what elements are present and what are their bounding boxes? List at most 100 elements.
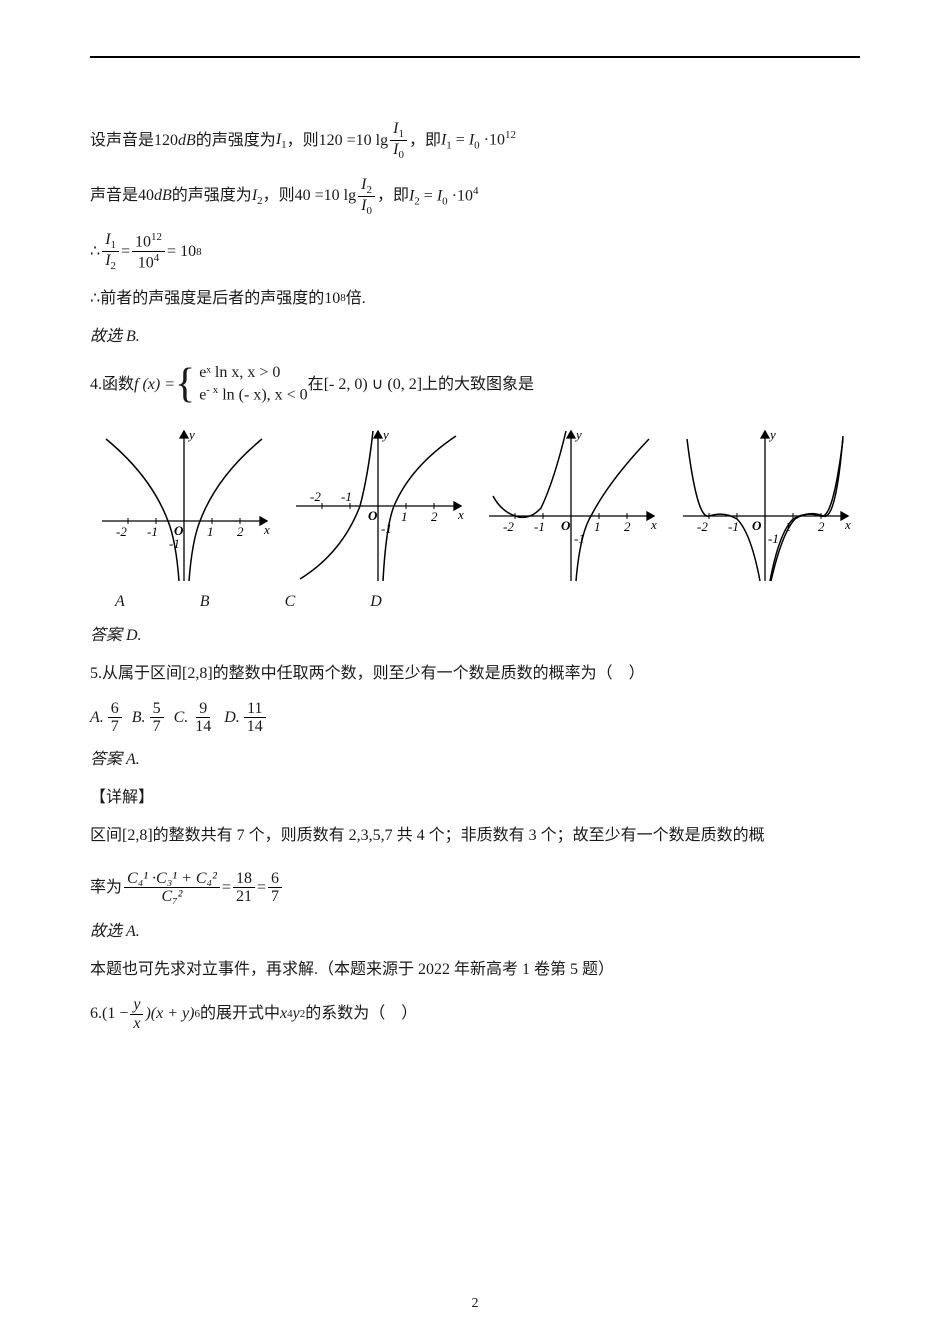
text: 倍. <box>346 287 366 311</box>
unit-db: dB <box>178 129 196 153</box>
eq: 120 =10 lg <box>319 129 388 153</box>
svg-text:2: 2 <box>431 509 438 524</box>
page-number: 2 <box>0 1293 950 1314</box>
prefix: 率为 <box>90 876 122 900</box>
page-content: 设声音是120 dB 的声强度为 I1 ，则 120 =10 lg I1 I0 … <box>90 60 860 1032</box>
rhs: I1 = I0 ·1012 <box>441 127 516 154</box>
svg-text:-1: -1 <box>728 519 739 534</box>
svg-text:1: 1 <box>401 509 408 524</box>
fraction-I1-I2: I1 I2 <box>102 231 119 273</box>
y: y <box>293 1002 300 1026</box>
svg-text:x: x <box>263 522 270 537</box>
text: 的声强度为 <box>196 129 276 153</box>
svg-text:y: y <box>187 427 195 442</box>
text: ，则 <box>263 184 295 208</box>
label-b: B <box>200 590 210 614</box>
cases-brace: { eˣ ln x, x > 0 e- x ln (- x), x < 0 <box>175 363 308 407</box>
therefore-sym: ∴ <box>90 287 100 311</box>
mid: 在 <box>308 373 324 397</box>
graphs-row: -2 -1 O 1 2 y x -1 <box>90 421 860 586</box>
text: ，即 <box>377 184 409 208</box>
text: 的声强度为 <box>172 184 252 208</box>
svg-text:2: 2 <box>624 519 631 534</box>
eq: = 10 <box>167 240 196 264</box>
poly: )(x + y) <box>145 1002 194 1026</box>
text: 声音是 <box>90 184 138 208</box>
final-sup: 8 <box>196 244 202 261</box>
unit-db: dB <box>154 184 172 208</box>
svg-text:1: 1 <box>594 519 601 534</box>
svg-text:O: O <box>368 508 378 523</box>
answer-b: 故选 B. <box>90 325 140 349</box>
eq: = <box>121 240 130 264</box>
text: 设声音是120 <box>90 129 178 153</box>
svg-text:y: y <box>768 427 776 442</box>
detail-header: 【详解】 <box>90 786 860 810</box>
q4-prefix: 4.函数 <box>90 373 134 397</box>
detail-3: 故选 A. <box>90 920 860 944</box>
line-2: 声音是 40 dB 的声强度为 I2 ，则 40 =10 lg I2 I0 ，即… <box>90 176 860 218</box>
q6-prefix: 6. <box>90 1002 102 1026</box>
label-a: A <box>115 590 125 614</box>
svg-text:O: O <box>752 518 762 533</box>
q5-stem: 5.从属于区间[2,8]的整数中任取两个数，则至少有一个数是质数的概率为（ ） <box>90 662 860 686</box>
detail-4: 本题也可先求对立事件，再求解.（本题来源于 2022 年新高考 1 卷第 5 题… <box>90 958 860 982</box>
svg-text:-2: -2 <box>503 519 514 534</box>
graph-d: -2-1 O 12 yx -1 <box>671 421 861 586</box>
suffix: 上的大致图象是 <box>422 373 534 397</box>
svg-text:-1: -1 <box>768 531 779 546</box>
svg-text:-1: -1 <box>341 489 352 504</box>
svg-text:-2: -2 <box>697 519 708 534</box>
option-d: D. 1114 <box>224 700 268 736</box>
rhs: I2 = I0 ·104 <box>409 183 479 210</box>
fraction-6-7: 6 7 <box>268 870 282 906</box>
svg-text:-2: -2 <box>116 524 127 539</box>
svg-text:y: y <box>574 427 582 442</box>
fx: f (x) = <box>134 373 175 397</box>
line-1: 设声音是120 dB 的声强度为 I1 ，则 120 =10 lg I1 I0 … <box>90 120 860 162</box>
svg-text:-2: -2 <box>310 489 321 504</box>
detail-2: 率为 C₄¹ ·C₃¹ + C₄² C₇² = 18 21 = 6 7 <box>90 870 860 906</box>
val: 40 <box>138 184 154 208</box>
svg-text:x: x <box>457 507 464 522</box>
text: ，即 <box>409 129 441 153</box>
fraction-18-21: 18 21 <box>233 870 255 906</box>
graph-b: -2-1 O 12 yx -1 <box>284 421 474 586</box>
eq: 40 =10 lg <box>295 184 356 208</box>
var-I1: I1 <box>276 128 287 154</box>
fraction-comb: C₄¹ ·C₃¹ + C₄² C₇² <box>124 870 220 906</box>
fraction-I2-I0: I2 I0 <box>358 176 375 218</box>
case-2: e- x ln (- x), x < 0 <box>199 383 307 406</box>
therefore-sym: ∴ <box>90 240 100 264</box>
q6-stem: 6. (1 − y x )(x + y)6 的展开式中 x4 y2 的系数为（ … <box>90 996 860 1032</box>
t2: 的展开式中 <box>200 1002 280 1026</box>
fraction-I1-I0: I1 I0 <box>390 120 407 162</box>
case-1: eˣ ln x, x > 0 <box>199 363 307 384</box>
var-I2: I2 <box>252 184 263 210</box>
text: ，则 <box>287 129 319 153</box>
svg-text:-1: -1 <box>534 519 545 534</box>
option-a: A. 67 <box>90 700 124 736</box>
detail-1: 区间[2,8]的整数共有 7 个，则质数有 2,3,5,7 共 4 个；非质数有… <box>90 824 860 848</box>
option-b: B. 57 <box>132 700 166 736</box>
option-c: C. 914 <box>174 700 217 736</box>
q4-stem: 4.函数 f (x) = { eˣ ln x, x > 0 e- x ln (-… <box>90 363 860 407</box>
svg-text:1: 1 <box>207 524 214 539</box>
q4-answer: 答案 D. <box>90 624 860 648</box>
label-c: C <box>285 590 296 614</box>
svg-text:O: O <box>561 518 571 533</box>
top-rule <box>90 56 860 58</box>
svg-text:x: x <box>844 517 851 532</box>
fraction-y-x: y x <box>130 996 143 1032</box>
graph-labels: A B C D <box>90 590 860 614</box>
ten: 10 <box>324 287 340 311</box>
svg-text:2: 2 <box>818 519 825 534</box>
svg-text:-1: -1 <box>147 524 158 539</box>
graph-a: -2-1 O 12 yx -1 <box>90 421 280 586</box>
svg-text:y: y <box>381 427 389 442</box>
interval: [- 2, 0) ∪ (0, 2] <box>324 373 422 397</box>
svg-text:2: 2 <box>237 524 244 539</box>
text: 前者的声强度是后者的声强度的 <box>100 287 324 311</box>
line-5: 故选 B. <box>90 325 860 349</box>
x: x <box>280 1002 287 1026</box>
